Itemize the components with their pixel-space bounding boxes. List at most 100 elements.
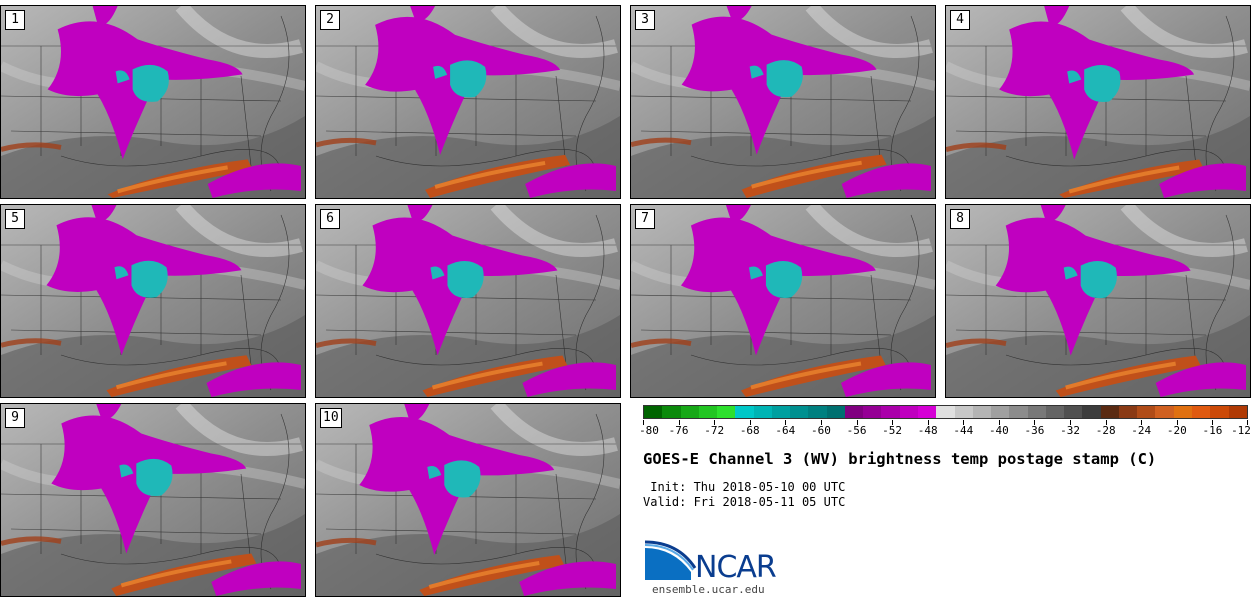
colorbar-segment: [753, 406, 772, 418]
colorbar-segment: [1009, 406, 1028, 418]
colorbar-tick-label: -16: [1202, 424, 1223, 437]
colorbar-tick-label: -12: [1231, 424, 1251, 437]
colorbar-tick-label: -68: [739, 424, 760, 437]
colorbar-segment: [917, 406, 937, 418]
colorbar-tick: [1212, 420, 1214, 425]
ensemble-member-panel: 5: [0, 204, 306, 398]
colorbar-segment: [826, 406, 845, 418]
colorbar-segment: [1064, 406, 1083, 418]
colorbar-segment: [1045, 406, 1065, 418]
member-number-label: 6: [320, 209, 340, 229]
colorbar-segment: [698, 406, 718, 418]
colorbar-segment: [954, 406, 973, 418]
member-number-label: 4: [950, 10, 970, 30]
colorbar-segment: [680, 406, 699, 418]
colorbar-tick-label: -44: [953, 424, 974, 437]
colorbar-segment: [863, 406, 882, 418]
member-number-label: 10: [320, 408, 342, 428]
colorbar-tick: [714, 420, 716, 425]
init-time: Init: Thu 2018-05-10 00 UTC: [643, 480, 846, 494]
valid-time: Valid: Fri 2018-05-11 05 UTC: [643, 495, 846, 509]
colorbar-tick-label: -60: [811, 424, 831, 437]
colorbar-segment: [1118, 406, 1138, 418]
member-number-label: 2: [320, 10, 340, 30]
water-vapor-map: [631, 6, 935, 198]
colorbar-tick-label: -40: [988, 424, 1009, 437]
colorbar-segment: [936, 406, 955, 418]
water-vapor-map: [316, 6, 620, 198]
colorbar-tick: [856, 420, 858, 425]
colorbar-segment: [899, 406, 918, 418]
member-number-label: 3: [635, 10, 655, 30]
water-vapor-map: [316, 404, 620, 596]
colorbar-tick: [749, 420, 751, 425]
colorbar-segment: [735, 406, 754, 418]
ensemble-member-panel: 4: [945, 5, 1251, 199]
member-number-label: 1: [5, 10, 25, 30]
colorbar-segment: [717, 406, 736, 418]
ensemble-member-panel: 9: [0, 403, 306, 597]
colorbar-tick-label: -80: [639, 424, 659, 437]
colorbar-segment: [991, 406, 1010, 418]
ensemble-member-panel: 6: [315, 204, 621, 398]
colorbar-tick: [1247, 420, 1248, 425]
ensemble-member-panel: 1: [0, 5, 306, 199]
colorbar-segment: [790, 406, 809, 418]
colorbar-tick-label: -76: [668, 424, 689, 437]
ncar-logo-icon: [644, 540, 697, 580]
ensemble-member-panel: 8: [945, 204, 1251, 398]
ensemble-member-panel: 2: [315, 5, 621, 199]
colorbar-ticks: -80 -76 -72 -68 -64 -60 -56 -52 -48 -44 -40 -36 -32 -…: [639, 420, 1251, 440]
colorbar-tick-label: -48: [917, 424, 938, 437]
colorbar-tick: [1105, 420, 1107, 425]
colorbar-segment: [1210, 406, 1229, 418]
colorbar-segment: [881, 406, 900, 418]
ensemble-member-panel: 3: [630, 5, 936, 199]
colorbar-tick-label: -56: [846, 424, 867, 437]
colorbar-segment: [1155, 406, 1174, 418]
colorbar-segment: [662, 406, 681, 418]
ensemble-member-panel: 7: [630, 204, 936, 398]
colorbar-tick-label: -28: [1095, 424, 1116, 437]
colorbar-segment: [771, 406, 791, 418]
colorbar-segment: [1082, 406, 1101, 418]
colorbar-segment: [1228, 406, 1247, 418]
water-vapor-map: [1, 6, 305, 198]
colorbar-tick-label: -24: [1131, 424, 1152, 437]
water-vapor-map: [946, 6, 1250, 198]
ncar-logo-text: NCAR: [695, 550, 777, 585]
colorbar-tick-label: -32: [1060, 424, 1080, 437]
colorbar-segment: [844, 406, 864, 418]
colorbar-tick-label: -52: [882, 424, 903, 437]
water-vapor-map: [316, 205, 620, 397]
figure-title: GOES-E Channel 3 (WV) brightness temp po…: [643, 450, 1157, 468]
colorbar-tick-label: -64: [775, 424, 796, 437]
member-number-label: 5: [5, 209, 25, 229]
member-number-label: 8: [950, 209, 970, 229]
member-number-label: 9: [5, 408, 25, 428]
colorbar-tick: [1176, 420, 1178, 425]
colorbar-tick: [1034, 420, 1036, 425]
member-number-label: 7: [635, 209, 655, 229]
colorbar-tick-label: -72: [704, 424, 725, 437]
colorbar-segment: [1137, 406, 1156, 418]
colorbar-segment: [1173, 406, 1192, 418]
colorbar-segment: [808, 406, 827, 418]
ensemble-member-panel: 10: [315, 403, 621, 597]
colorbar-tick: [963, 420, 965, 425]
water-vapor-map: [1, 404, 305, 596]
water-vapor-map: [946, 205, 1250, 397]
colorbar-segment: [1100, 406, 1119, 418]
colorbar-tick-label: -36: [1024, 424, 1045, 437]
site-url: ensemble.ucar.edu: [652, 583, 765, 596]
colorbar-segment: [972, 406, 992, 418]
water-vapor-map: [631, 205, 935, 397]
colorbar-tick: [678, 420, 680, 425]
colorbar-segment: [1027, 406, 1046, 418]
water-vapor-map: [1, 205, 305, 397]
colorbar-segment: [1191, 406, 1211, 418]
colorbar: [643, 405, 1248, 419]
colorbar-tick-label: -20: [1166, 424, 1187, 437]
colorbar-tick: [785, 420, 787, 425]
colorbar-segment: [644, 406, 663, 418]
